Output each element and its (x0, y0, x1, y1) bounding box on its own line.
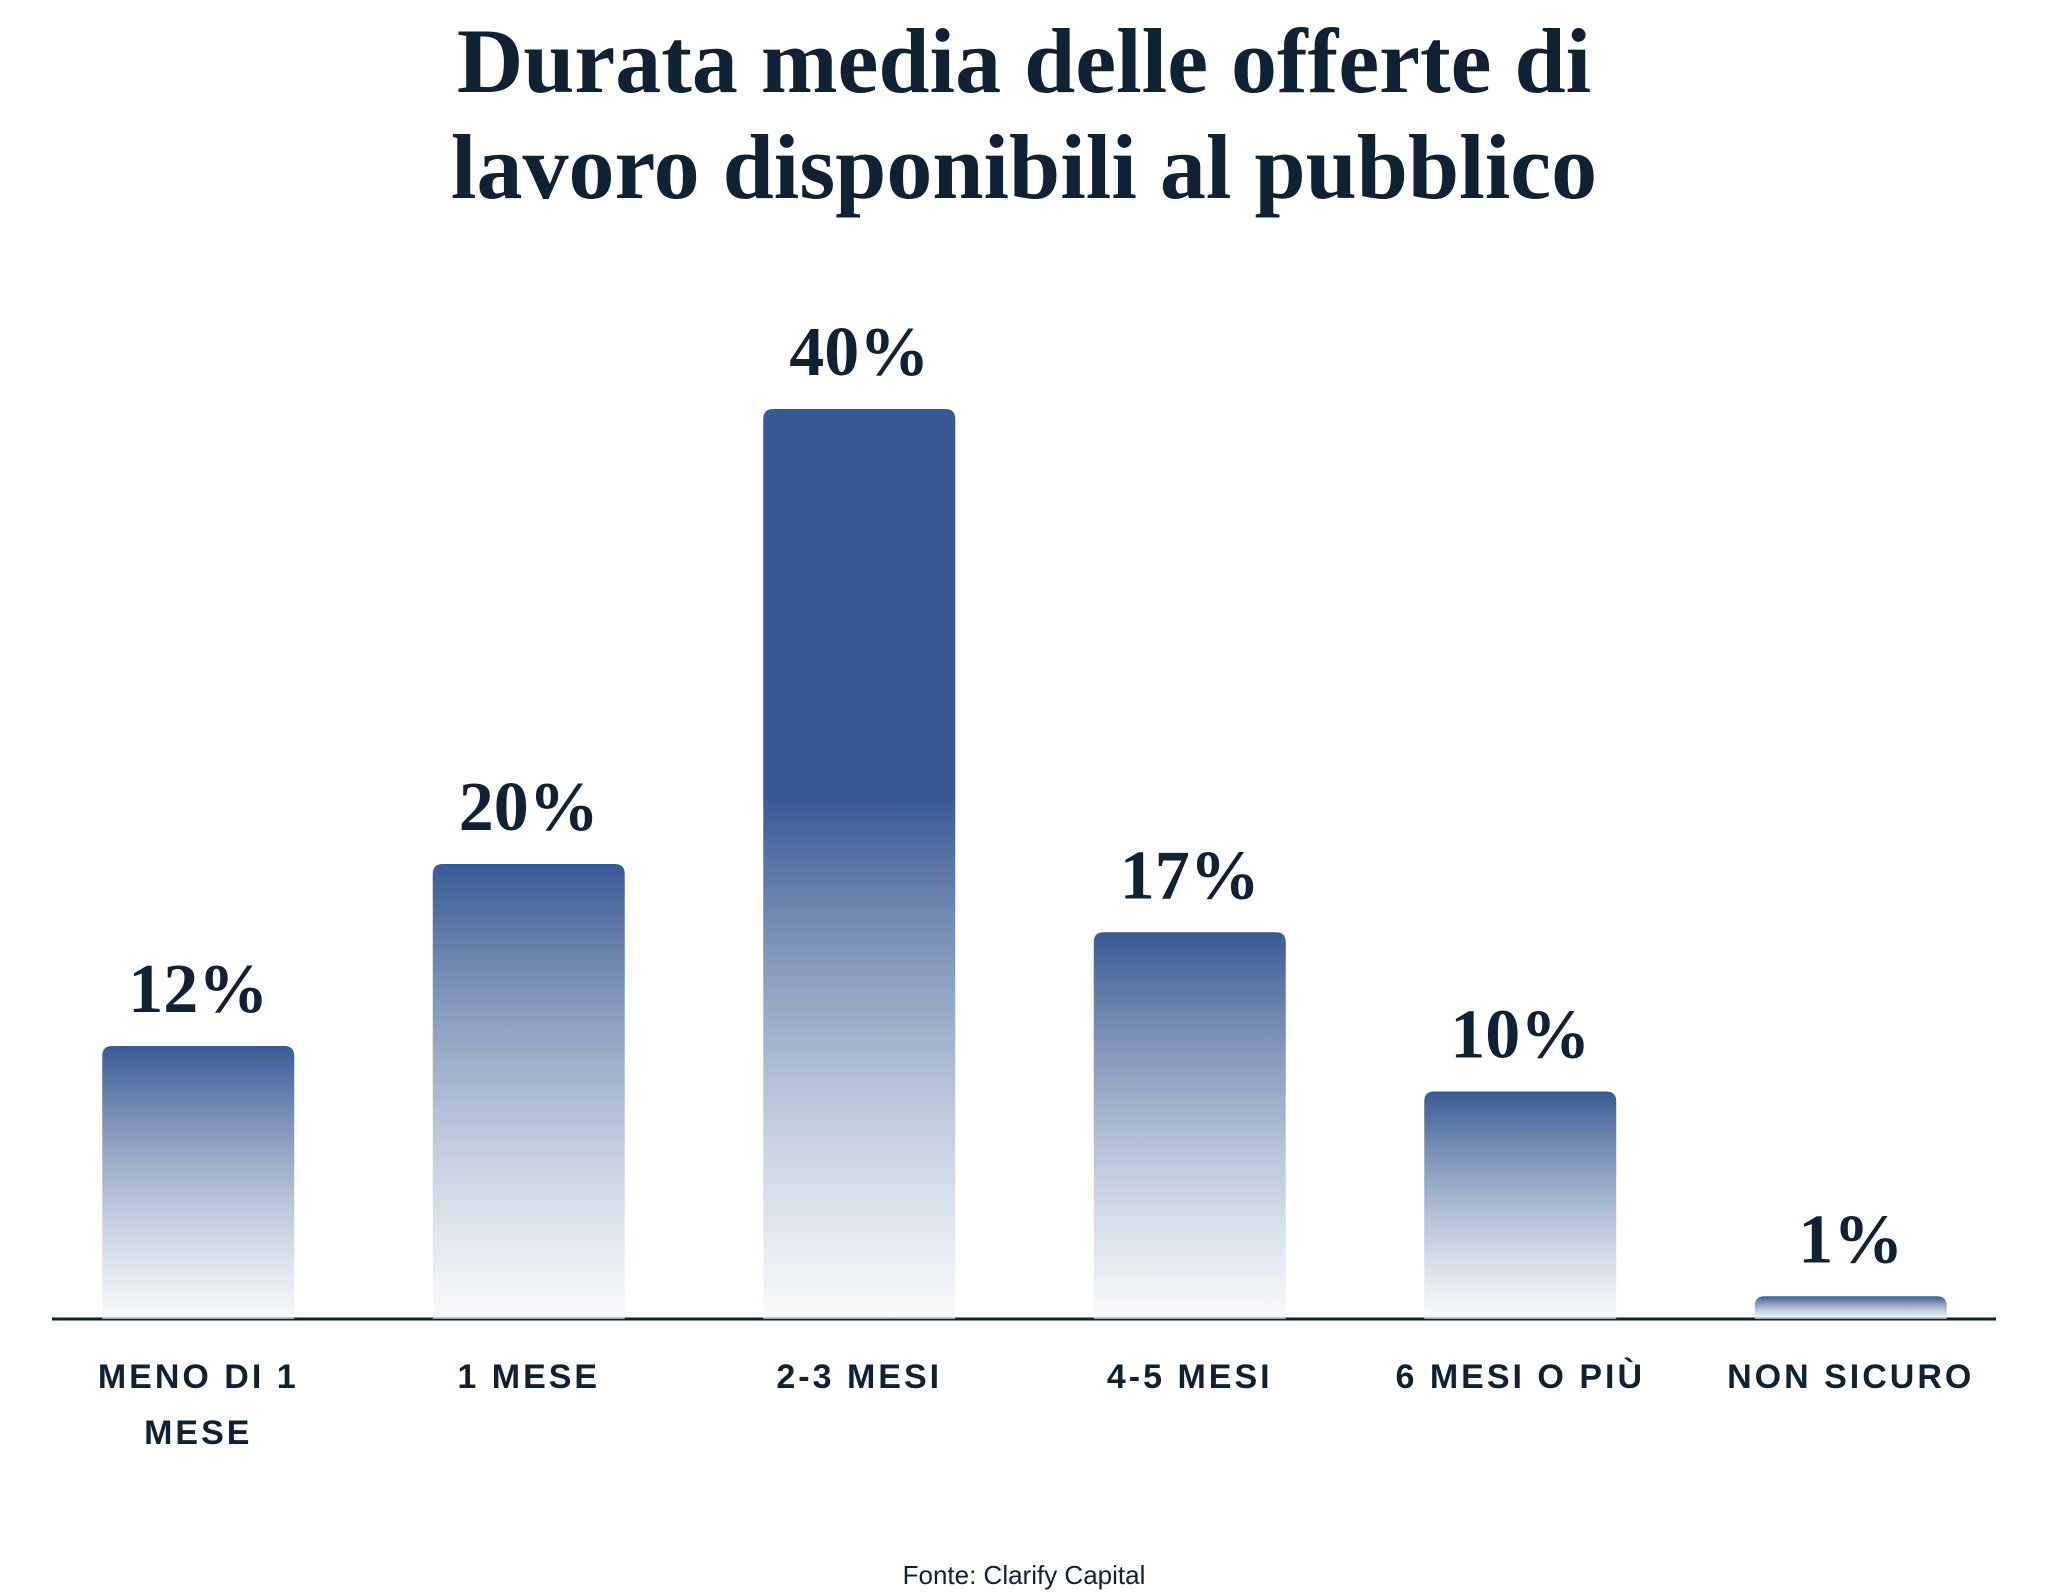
bar (1093, 932, 1286, 1319)
bar (432, 864, 625, 1319)
value-label: 12% (128, 951, 268, 1028)
x-tick-label: 2-3 MESI (776, 1358, 943, 1396)
bar (763, 409, 956, 1319)
bar (1424, 1091, 1617, 1319)
source-note: Fonte: Clarify Capital (902, 1560, 1146, 1590)
value-label: 10% (1450, 997, 1590, 1074)
bar (102, 1046, 295, 1319)
value-label: 20% (459, 769, 599, 846)
x-tick-label: 1 MESE (457, 1358, 601, 1396)
value-label: 17% (1120, 837, 1260, 914)
value-label: 1% (1798, 1201, 1903, 1278)
x-tick-label: 4-5 MESI (1106, 1358, 1273, 1396)
value-label: 40% (789, 314, 929, 391)
chart-title: Durata media delle offerte di lavoro dis… (450, 10, 1598, 218)
x-tick-label: MENO DI 1 MESE (97, 1358, 299, 1452)
x-tick-label: 6 MESI O PIÙ (1395, 1358, 1645, 1396)
bar (1754, 1296, 1947, 1319)
x-tick-label: NON SICURO (1727, 1358, 1975, 1396)
